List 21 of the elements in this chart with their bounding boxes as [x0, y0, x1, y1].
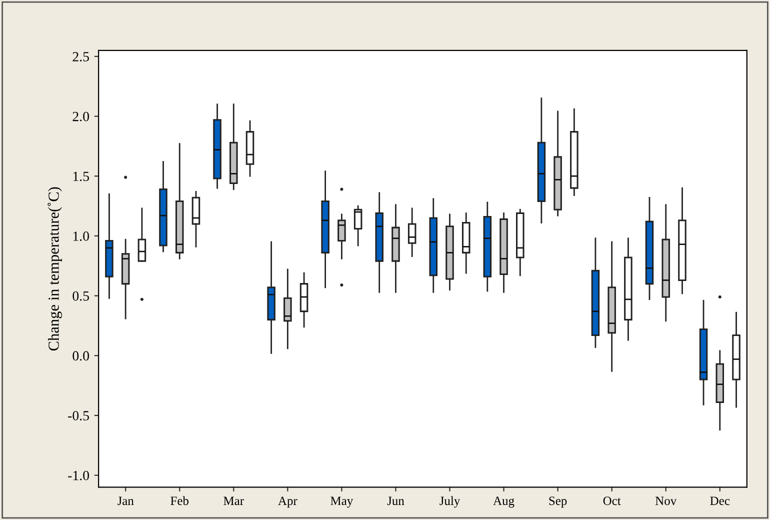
y-tick-label: -0.5 [68, 411, 89, 420]
y-tick-label: -1.0 [68, 470, 90, 480]
x-tick-label: Aug [493, 496, 514, 508]
y-tick-label: 2.5 [72, 52, 89, 62]
x-tick-label: Mar [224, 496, 244, 506]
x-tick-label: Oct [603, 496, 621, 506]
y-tick-label: 0.5 [72, 291, 89, 301]
x-tick-label: Jan [118, 496, 134, 506]
x-tick-label: Nov [655, 496, 677, 506]
x-tick-label: Sep [549, 496, 567, 508]
y-tick-label: 2.0 [72, 112, 90, 122]
y-tick-label: 1.0 [73, 232, 90, 241]
y-tick-label: 0.0 [72, 351, 90, 361]
x-tick-label: Dec [710, 496, 730, 506]
x-tick-label: Feb [170, 496, 188, 506]
x-tick-label: July [440, 496, 460, 508]
x-tick-label: Apr [278, 496, 298, 508]
y-tick-label: 1.5 [73, 172, 89, 182]
x-tick-label: May [330, 496, 354, 508]
y-axis-title: Change in temperature(˚C) [48, 187, 62, 351]
x-tick-label: Jun [387, 496, 404, 506]
